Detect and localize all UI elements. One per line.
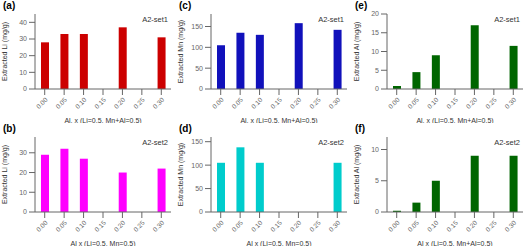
svg-text:Al, x (Li=0.5, Mn+Al=0.5): Al, x (Li=0.5, Mn+Al=0.5) [240, 117, 317, 123]
svg-text:0.15: 0.15 [445, 219, 459, 233]
svg-text:0.20: 0.20 [288, 219, 302, 233]
svg-text:Extracted Mn (mg/g): Extracted Mn (mg/g) [177, 143, 185, 206]
svg-text:10: 10 [19, 189, 27, 196]
html-text:A2-set1: A2-set1 [318, 15, 344, 24]
svg-text:0.30: 0.30 [151, 219, 165, 233]
svg-text:0.20: 0.20 [464, 219, 478, 233]
svg-text:0.05: 0.05 [230, 219, 244, 233]
html-text:A2-set1: A2-set1 [494, 15, 520, 24]
html-text:(b): (b) [3, 123, 16, 134]
svg-text:0.00: 0.00 [387, 96, 401, 110]
svg-text:100: 100 [191, 44, 203, 51]
svg-text:0: 0 [199, 85, 203, 92]
svg-text:Al x (Li=0.5, Mn=0.5): Al x (Li=0.5, Mn=0.5) [71, 240, 136, 246]
html-text:A2-set2: A2-set2 [142, 138, 168, 147]
svg-text:0.10: 0.10 [426, 96, 440, 110]
svg-text:0: 0 [375, 208, 379, 215]
svg-text:0.05: 0.05 [230, 96, 244, 110]
svg-text:40: 40 [19, 19, 27, 26]
svg-text:0.20: 0.20 [112, 96, 126, 110]
svg-text:0: 0 [23, 208, 27, 215]
svg-text:50: 50 [195, 185, 203, 192]
html-text:(f): (f) [355, 123, 365, 134]
svg-text:0.25: 0.25 [132, 96, 146, 110]
svg-text:0.30: 0.30 [503, 96, 517, 110]
svg-text:Extracted Li (mg/g): Extracted Li (mg/g) [8, 22, 9, 81]
svg-text:0.10: 0.10 [74, 219, 88, 233]
svg-text:0: 0 [375, 85, 379, 92]
svg-text:150: 150 [191, 138, 203, 145]
html-text:(e): (e) [355, 0, 368, 11]
svg-text:20: 20 [19, 169, 27, 176]
svg-text:Al, x (Li=0.5, Mn+Al=0.5): Al, x (Li=0.5, Mn+Al=0.5) [416, 117, 493, 123]
svg-text:0.25: 0.25 [484, 219, 498, 233]
svg-text:5: 5 [375, 67, 379, 74]
svg-text:50: 50 [195, 65, 203, 72]
html-text:A2-set1: A2-set1 [142, 15, 168, 24]
svg-text:0.00: 0.00 [35, 96, 49, 110]
svg-text:0.25: 0.25 [484, 96, 498, 110]
svg-text:Extracted Al (mg/g): Extracted Al (mg/g) [353, 22, 361, 82]
svg-text:0.30: 0.30 [503, 219, 517, 233]
html-text:(c): (c) [179, 0, 192, 11]
svg-text:0.25: 0.25 [132, 219, 146, 233]
html-text:A2-set2: A2-set2 [494, 138, 520, 147]
svg-text:Extracted Al (mg/g): Extracted Al (mg/g) [353, 145, 361, 205]
svg-text:0.15: 0.15 [269, 96, 283, 110]
svg-text:0.05: 0.05 [54, 96, 68, 110]
svg-text:Al x (Li=0.5, Mn+Al=0.5): Al x (Li=0.5, Mn+Al=0.5) [417, 240, 492, 246]
svg-text:0.15: 0.15 [93, 96, 107, 110]
html-text:(a): (a) [3, 0, 16, 11]
svg-text:0.00: 0.00 [387, 219, 401, 233]
svg-text:10: 10 [19, 69, 27, 76]
svg-text:15: 15 [371, 29, 379, 36]
svg-text:0.30: 0.30 [327, 96, 341, 110]
svg-text:0.20: 0.20 [288, 96, 302, 110]
svg-text:0.05: 0.05 [406, 219, 420, 233]
svg-text:0.00: 0.00 [211, 219, 225, 233]
svg-text:Al, x (Li=0.5, Mn+Al=0.5): Al, x (Li=0.5, Mn+Al=0.5) [64, 117, 141, 123]
svg-text:0.25: 0.25 [308, 96, 322, 110]
svg-text:0.10: 0.10 [250, 96, 264, 110]
html-text:A2-set2: A2-set2 [318, 138, 344, 147]
svg-text:10: 10 [371, 48, 379, 55]
svg-text:10: 10 [371, 146, 379, 153]
svg-text:Al x (Li=0.5, Mn=0.5): Al x (Li=0.5, Mn=0.5) [247, 240, 312, 246]
svg-text:0.10: 0.10 [74, 96, 88, 110]
svg-text:0: 0 [23, 85, 27, 92]
svg-text:0.15: 0.15 [445, 96, 459, 110]
svg-text:0.00: 0.00 [211, 96, 225, 110]
svg-text:30: 30 [19, 35, 27, 42]
svg-text:0.10: 0.10 [426, 219, 440, 233]
svg-text:20: 20 [19, 52, 27, 59]
svg-text:0.15: 0.15 [93, 219, 107, 233]
svg-text:0.00: 0.00 [35, 219, 49, 233]
svg-text:0.05: 0.05 [406, 96, 420, 110]
svg-text:5: 5 [375, 177, 379, 184]
svg-text:0.20: 0.20 [464, 96, 478, 110]
html-text:(d): (d) [179, 123, 192, 134]
svg-text:20: 20 [371, 10, 379, 17]
svg-text:0: 0 [199, 208, 203, 215]
svg-text:0.10: 0.10 [250, 219, 264, 233]
svg-text:0.30: 0.30 [327, 219, 341, 233]
svg-text:30: 30 [19, 149, 27, 156]
svg-text:150: 150 [191, 23, 203, 30]
svg-text:100: 100 [191, 162, 203, 169]
svg-text:0.15: 0.15 [269, 219, 283, 233]
svg-text:Extracted Li (mg/g): Extracted Li (mg/g) [8, 145, 9, 204]
svg-text:0.05: 0.05 [54, 219, 68, 233]
svg-text:0.25: 0.25 [308, 219, 322, 233]
svg-text:Extracted Mn (mg/g): Extracted Mn (mg/g) [177, 20, 185, 83]
svg-text:0.30: 0.30 [151, 96, 165, 110]
svg-text:0.20: 0.20 [112, 219, 126, 233]
